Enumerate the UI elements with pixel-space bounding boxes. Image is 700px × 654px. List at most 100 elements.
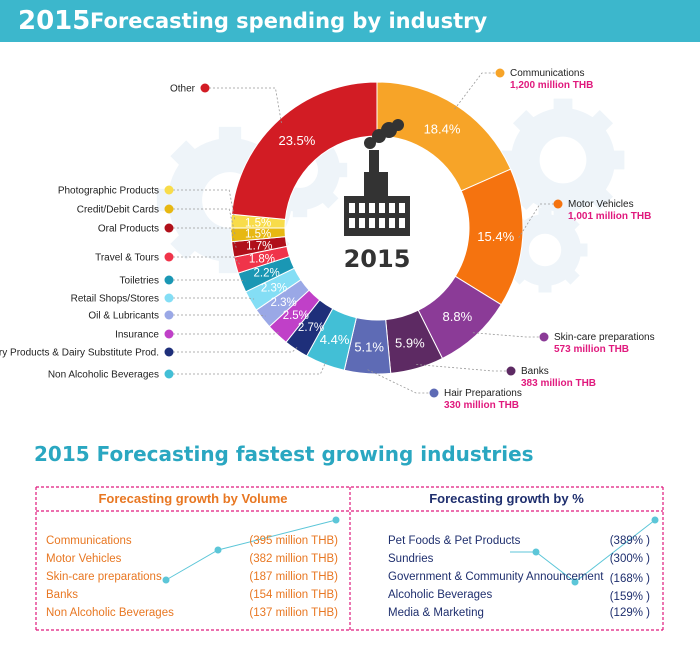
slice-callout-label: Oral Products <box>98 224 159 235</box>
slice-callout-amount: 1,200 million THB <box>510 80 593 91</box>
percent-heading: Forecasting growth by % <box>429 491 584 506</box>
leader-line <box>169 360 327 375</box>
slice-percent-label: 8.8% <box>443 309 473 324</box>
factory-window <box>369 203 375 213</box>
slice-callout-label: Skin-care preparations <box>554 332 655 343</box>
slice-percent-label: 1.5% <box>245 229 271 241</box>
factory-window <box>359 203 365 213</box>
leader-line <box>169 208 236 235</box>
slice-callout-label: Retail Shops/Stores <box>71 294 159 305</box>
slice-callout-label: Travel & Tours <box>95 253 159 264</box>
factory-body <box>344 196 410 236</box>
smoke-puff <box>392 119 404 131</box>
volume-row-name: Non Alcoholic Beverages <box>46 607 174 619</box>
factory-roof <box>364 172 388 200</box>
volume-row-value: (187 million THB) <box>249 571 338 583</box>
label-dot <box>429 388 439 398</box>
factory-window <box>389 203 395 213</box>
factory-window <box>379 203 385 213</box>
factory-window <box>389 218 395 228</box>
leader-line <box>169 279 246 282</box>
factory-window <box>379 218 385 228</box>
leader-line <box>416 364 511 372</box>
leader-line <box>169 256 240 265</box>
leader-line <box>518 203 558 239</box>
slice-callout-label: Communications <box>510 68 584 79</box>
percent-row-value: (129% ) <box>609 607 650 619</box>
smoke-puff <box>364 137 376 149</box>
volume-row-value: (395 million THB) <box>249 535 338 547</box>
volume-heading: Forecasting growth by Volume <box>98 491 288 506</box>
percent-row-value: (389% ) <box>609 535 650 547</box>
percent-row-name: Sundries <box>388 553 434 565</box>
leader-line <box>169 189 236 222</box>
slice-callout-label: Other <box>170 84 196 95</box>
slice-callout-label: Hair Preparations <box>444 388 522 399</box>
factory-window <box>349 203 355 213</box>
slice-percent-label: 2.7% <box>298 322 324 334</box>
volume-row-value: (154 million THB) <box>249 589 338 601</box>
slice-callout-amount: 330 million THB <box>444 400 519 411</box>
slice-percent-label: 1.7% <box>246 241 272 253</box>
percent-row-value: (300% ) <box>609 553 650 565</box>
factory-chimney <box>369 150 379 174</box>
percent-row-value: (168% ) <box>609 573 650 585</box>
slice-percent-label: 4.4% <box>320 332 350 347</box>
slice-callout-label: Toiletries <box>120 276 159 287</box>
slice-percent-label: 15.4% <box>477 229 514 244</box>
label-dot <box>164 204 174 214</box>
slice-percent-label: 1.5% <box>245 217 271 229</box>
factory-window <box>359 218 365 228</box>
slice-callout-label: Insurance <box>115 330 159 341</box>
factory-window <box>399 218 405 228</box>
slice-percent-labels: 18.4%15.4%8.8%5.9%5.1%4.4%2.7%2.5%2.3%2.… <box>245 121 515 354</box>
spending-donut-chart: 18.4%15.4%8.8%5.9%5.1%4.4%2.7%2.5%2.3%2.… <box>0 68 655 411</box>
leader-line <box>454 72 500 110</box>
volume-row-value: (137 million THB) <box>249 607 338 619</box>
slice-percent-label: 2.2% <box>254 268 280 280</box>
volume-row-name: Communications <box>46 535 132 547</box>
label-dot <box>495 68 505 78</box>
slice-percent-label: 23.5% <box>278 133 315 148</box>
label-dot <box>164 185 174 195</box>
slice-percent-label: 2.5% <box>283 310 309 322</box>
label-dot <box>164 329 174 339</box>
percent-row-name: Media & Marketing <box>388 607 484 619</box>
label-dot <box>164 293 174 303</box>
label-dot <box>164 347 174 357</box>
slice-percent-label: 5.1% <box>354 340 384 355</box>
slice-callout-amount: 383 million THB <box>521 378 596 389</box>
page-header: 2015 Forecasting spending by industry <box>0 0 700 42</box>
percent-row-name: Government & Community Announcement <box>388 571 604 583</box>
slice-percent-label: 2.3% <box>271 297 297 309</box>
slice-percent-label: 5.9% <box>395 335 425 350</box>
growth-section-title: 2015 Forecasting fastest growing industr… <box>34 442 534 466</box>
percent-row-name: Alcoholic Beverages <box>388 589 493 601</box>
leader-line <box>472 332 544 338</box>
leader-line <box>169 331 281 335</box>
center-year-label: 2015 <box>344 245 411 273</box>
volume-row-name: Skin-care preparations <box>46 571 162 583</box>
slice-percent-label: 2.3% <box>261 283 287 295</box>
slice-callout-label: Credit/Debit Cards <box>77 205 159 216</box>
factory-window <box>349 218 355 228</box>
leader-line <box>367 369 434 394</box>
factory-window <box>369 218 375 228</box>
slice-callout-label: Photographic Products <box>58 186 159 197</box>
slice-callout-label: Oil & Lubricants <box>88 311 159 322</box>
label-dot <box>506 366 516 376</box>
label-dot <box>553 199 563 209</box>
leader-line <box>169 227 237 250</box>
label-dot <box>164 275 174 285</box>
slice-callout-label: Non Alcoholic Beverages <box>48 370 159 381</box>
factory-icon <box>344 119 410 236</box>
leader-line <box>169 297 255 300</box>
volume-row-name: Banks <box>46 589 78 601</box>
label-dot <box>164 369 174 379</box>
header-year: 2015 <box>18 6 91 36</box>
volume-row-name: Motor Vehicles <box>46 553 122 565</box>
leader-line <box>169 314 266 317</box>
slice-percent-label: 18.4% <box>424 121 461 136</box>
label-dot <box>164 252 174 262</box>
slice-callout-label: Dairy Products & Dairy Substitute Prod. <box>0 348 159 359</box>
